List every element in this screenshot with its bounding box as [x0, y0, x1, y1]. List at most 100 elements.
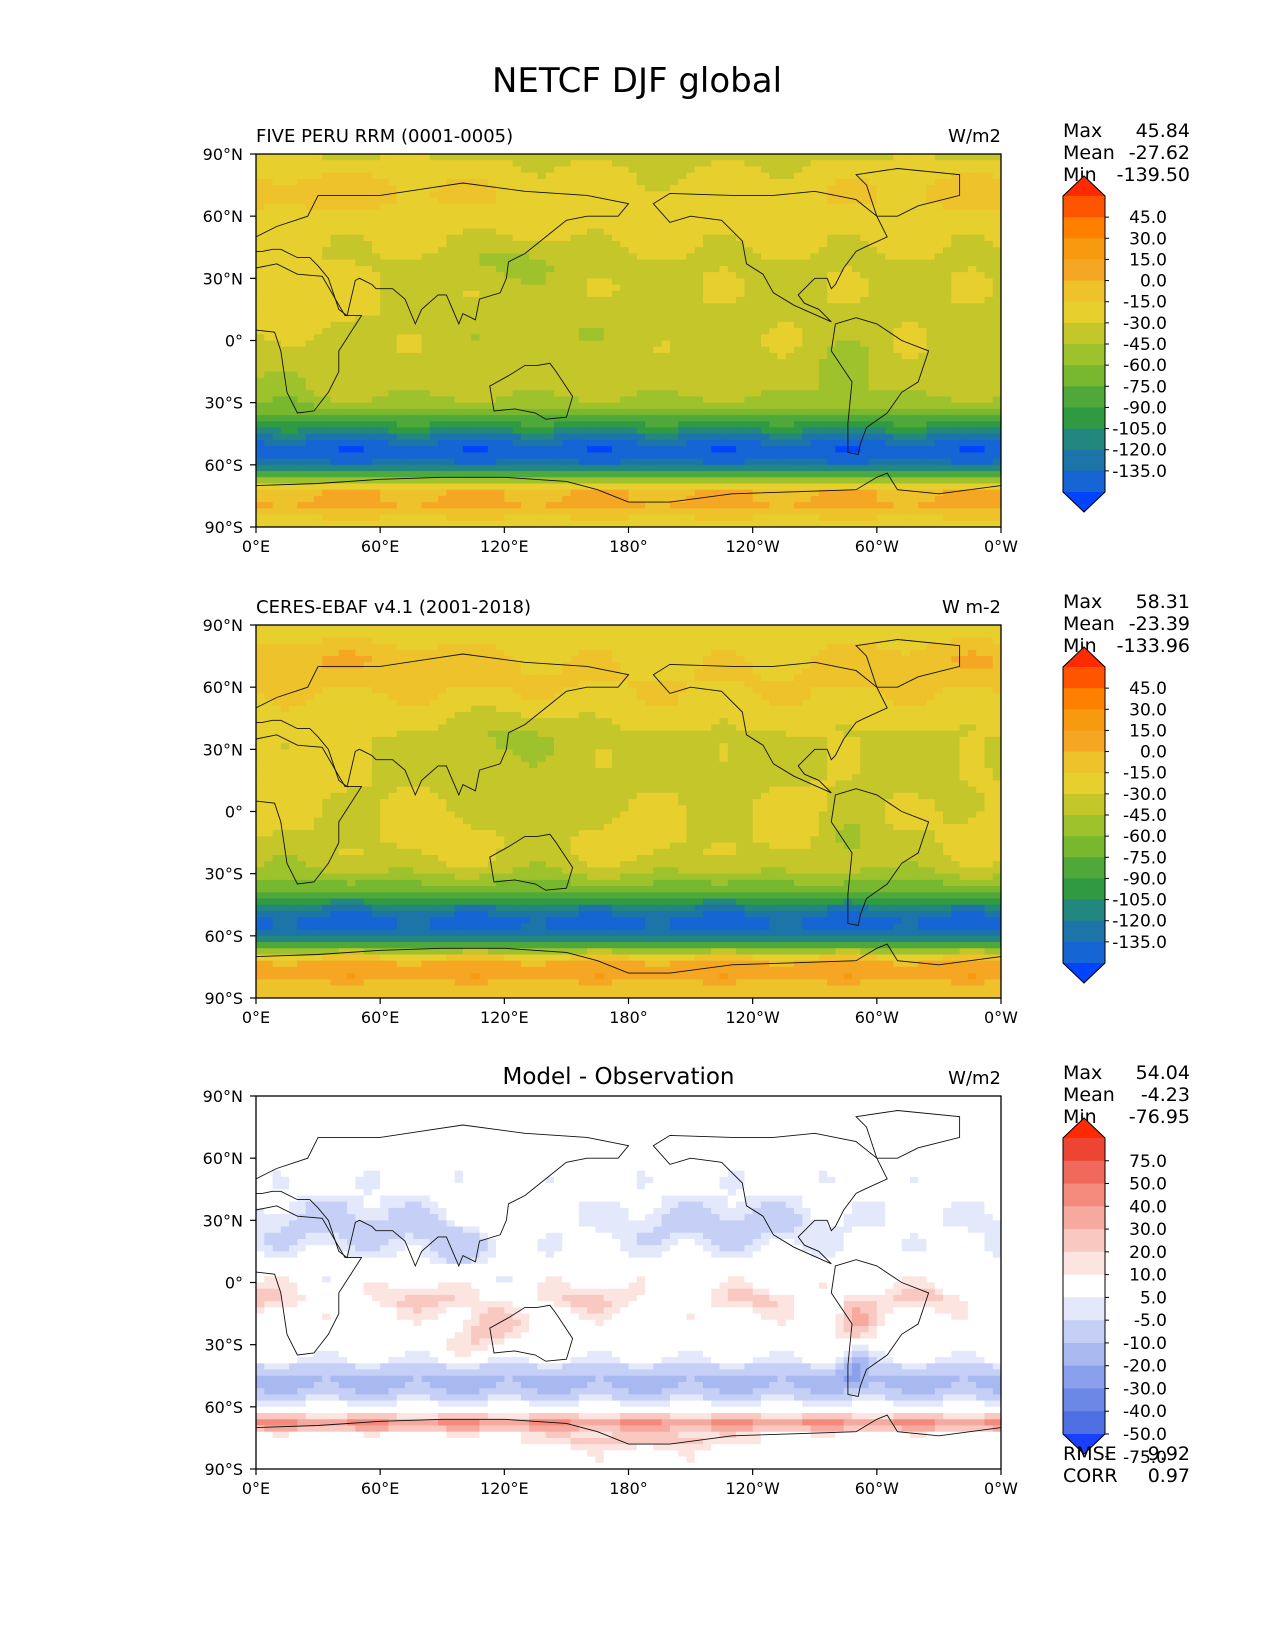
- field-cell: [926, 477, 936, 485]
- field-cell: [438, 228, 447, 236]
- field-cell: [901, 346, 911, 354]
- field-cell: [827, 365, 837, 373]
- field-cell: [628, 328, 638, 335]
- field-cell: [479, 290, 489, 298]
- field-cell: [545, 309, 555, 317]
- field-cell: [520, 489, 530, 497]
- field-cell: [512, 346, 522, 354]
- field-cell: [777, 477, 787, 485]
- field-cell: [769, 328, 779, 335]
- field-cell: [951, 290, 961, 298]
- field-cell: [628, 384, 638, 391]
- field-cell: [852, 396, 861, 404]
- field-cell: [504, 396, 514, 404]
- field-cell: [421, 303, 431, 311]
- field-cell: [578, 178, 588, 186]
- field-cell: [744, 421, 754, 429]
- field-cell: [380, 203, 390, 211]
- field-cell: [678, 415, 688, 422]
- field-cell: [727, 421, 737, 429]
- field-cell: [769, 290, 779, 298]
- field-cell: [289, 452, 298, 460]
- field-cell: [719, 172, 729, 180]
- field-cell: [338, 216, 348, 223]
- field-cell: [554, 328, 563, 335]
- field-cell: [934, 203, 944, 211]
- field-cell: [645, 328, 654, 335]
- field-cell: [297, 458, 307, 466]
- field-cell: [802, 415, 812, 422]
- field-cell: [645, 371, 654, 379]
- field-cell: [611, 247, 621, 255]
- field-cell: [769, 477, 779, 485]
- field-cell: [512, 415, 522, 422]
- field-cell: [280, 228, 290, 236]
- field-cell: [802, 446, 812, 453]
- field-cell: [405, 340, 414, 348]
- field-cell: [322, 471, 332, 478]
- field-cell: [711, 334, 721, 342]
- field-cell: [587, 290, 596, 298]
- field-cell: [818, 172, 828, 180]
- field-cell: [264, 471, 274, 478]
- field-cell: [636, 377, 646, 385]
- field-cell: [355, 495, 365, 503]
- field-cell: [578, 166, 588, 174]
- field-cell: [703, 415, 712, 422]
- field-cell: [496, 464, 505, 472]
- field-cell: [313, 396, 323, 404]
- field-cell: [645, 172, 654, 180]
- field-cell: [744, 160, 754, 168]
- field-cell: [338, 253, 348, 261]
- field-cell: [967, 234, 977, 242]
- field-cell: [620, 253, 630, 261]
- field-cell: [256, 446, 265, 453]
- field-cell: [347, 439, 356, 447]
- field-cell: [661, 346, 671, 354]
- field-cell: [678, 284, 688, 292]
- field-cell: [554, 433, 563, 441]
- field-cell: [959, 303, 969, 311]
- field-cell: [272, 259, 282, 267]
- field-cell: [827, 185, 837, 192]
- field-cell: [661, 477, 671, 485]
- field-cell: [438, 222, 447, 230]
- field-cell: [628, 265, 638, 273]
- field-cell: [347, 284, 356, 292]
- field-cell: [645, 359, 654, 366]
- field-cell: [918, 185, 928, 192]
- field-cell: [305, 415, 315, 422]
- field-cell: [256, 172, 265, 180]
- field-cell: [421, 197, 431, 205]
- field-cell: [843, 359, 853, 366]
- field-cell: [355, 452, 365, 460]
- field-cell: [835, 439, 845, 447]
- field-cell: [976, 309, 986, 317]
- field-cell: [744, 365, 754, 373]
- field-cell: [562, 222, 572, 230]
- field-cell: [603, 365, 613, 373]
- field-cell: [711, 483, 721, 491]
- field-cell: [578, 296, 588, 304]
- field-cell: [545, 464, 555, 472]
- field-cell: [487, 489, 497, 497]
- field-cell: [297, 346, 307, 354]
- field-cell: [868, 415, 878, 422]
- field-cell: [959, 185, 969, 192]
- field-cell: [297, 265, 307, 273]
- field-cell: [256, 402, 265, 410]
- field-cell: [289, 197, 298, 205]
- field-cell: [794, 408, 803, 416]
- field-cell: [628, 408, 638, 416]
- field-cell: [686, 446, 696, 453]
- field-cell: [504, 172, 514, 180]
- field-cell: [885, 209, 894, 217]
- field-cell: [992, 446, 1001, 453]
- field-cell: [703, 390, 712, 398]
- field-cell: [562, 160, 572, 168]
- field-cell: [943, 160, 952, 168]
- field-cell: [976, 446, 986, 453]
- field-cell: [487, 408, 497, 416]
- field-cell: [876, 489, 886, 497]
- field-cell: [512, 303, 522, 311]
